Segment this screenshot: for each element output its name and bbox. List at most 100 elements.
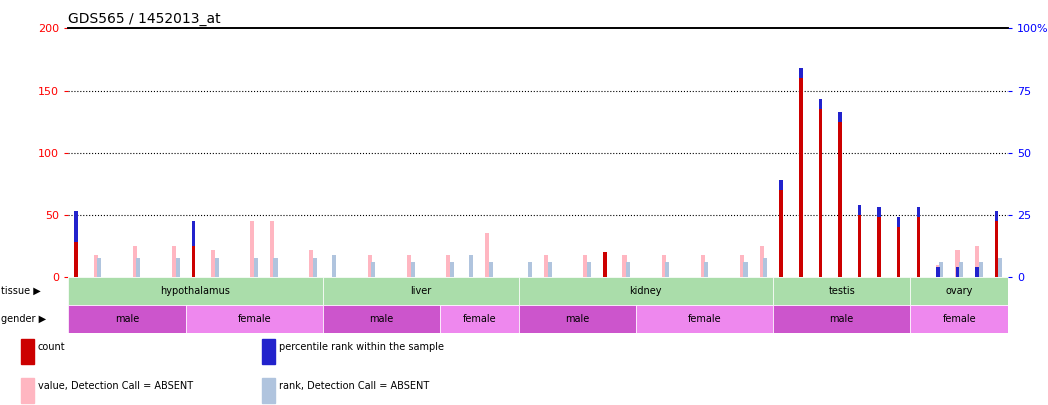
Bar — [312, 258, 316, 277]
Bar — [661, 255, 665, 277]
Bar — [323, 305, 440, 333]
Bar — [250, 221, 255, 277]
Bar — [21, 339, 34, 364]
Bar — [274, 258, 278, 277]
Bar — [780, 180, 783, 190]
Text: gender ▶: gender ▶ — [1, 314, 46, 324]
Bar — [939, 262, 943, 277]
Bar — [704, 262, 708, 277]
Bar — [897, 217, 900, 227]
Bar — [548, 262, 551, 277]
Bar — [185, 305, 323, 333]
Bar — [262, 377, 275, 403]
Bar — [976, 267, 979, 277]
Text: tissue ▶: tissue ▶ — [1, 286, 41, 296]
Text: testis: testis — [828, 286, 855, 296]
Bar — [877, 217, 881, 277]
Bar — [323, 277, 519, 305]
Bar — [701, 255, 705, 277]
Text: percentile rank within the sample: percentile rank within the sample — [279, 342, 443, 352]
Text: rank, Detection Call = ABSENT: rank, Detection Call = ABSENT — [279, 381, 429, 391]
Text: female: female — [237, 314, 271, 324]
Bar — [995, 221, 999, 277]
Text: male: male — [565, 314, 589, 324]
Bar — [262, 339, 275, 364]
Bar — [133, 246, 137, 277]
Bar — [528, 262, 532, 277]
Bar — [176, 258, 179, 277]
Text: male: male — [830, 314, 854, 324]
Bar — [740, 255, 744, 277]
Bar — [440, 305, 519, 333]
Bar — [74, 242, 78, 277]
Bar — [877, 207, 881, 217]
Text: hypothalamus: hypothalamus — [160, 286, 231, 296]
Bar — [411, 262, 415, 277]
Bar — [838, 122, 842, 277]
Bar — [773, 277, 911, 305]
Bar — [192, 246, 195, 277]
Bar — [309, 249, 313, 277]
Bar — [763, 258, 767, 277]
Bar — [136, 258, 140, 277]
Bar — [956, 249, 960, 277]
Bar — [636, 305, 773, 333]
Text: kidney: kidney — [630, 286, 662, 296]
Bar — [215, 258, 219, 277]
Bar — [857, 205, 861, 215]
Bar — [799, 78, 803, 277]
Bar — [975, 246, 979, 277]
Bar — [489, 262, 493, 277]
Bar — [270, 221, 274, 277]
Bar — [818, 109, 822, 277]
Bar — [780, 190, 783, 277]
Bar — [665, 262, 670, 277]
Bar — [857, 215, 861, 277]
Bar — [799, 68, 803, 78]
Text: ovary: ovary — [945, 286, 973, 296]
Bar — [911, 277, 1008, 305]
Bar — [587, 262, 591, 277]
Bar — [407, 255, 411, 277]
Bar — [838, 112, 842, 122]
Bar — [74, 211, 78, 242]
Text: female: female — [687, 314, 721, 324]
Bar — [446, 255, 451, 277]
Bar — [371, 262, 375, 277]
Bar — [68, 305, 185, 333]
Bar — [995, 211, 999, 221]
Bar — [485, 234, 489, 277]
Bar — [956, 267, 959, 277]
Bar — [760, 246, 764, 277]
Text: liver: liver — [410, 286, 432, 296]
Bar — [959, 262, 963, 277]
Bar — [584, 255, 587, 277]
Bar — [68, 277, 323, 305]
Bar — [254, 258, 258, 277]
Bar — [450, 262, 454, 277]
Bar — [332, 255, 336, 277]
Text: male: male — [369, 314, 394, 324]
Bar — [21, 377, 34, 403]
Bar — [917, 207, 920, 217]
Bar — [192, 221, 195, 246]
Bar — [979, 262, 983, 277]
Bar — [544, 255, 548, 277]
Bar — [604, 252, 607, 277]
Text: value, Detection Call = ABSENT: value, Detection Call = ABSENT — [38, 381, 193, 391]
Bar — [936, 264, 940, 277]
Bar — [897, 227, 900, 277]
Bar — [368, 255, 372, 277]
Bar — [519, 277, 773, 305]
Text: female: female — [942, 314, 976, 324]
Bar — [93, 255, 97, 277]
Bar — [172, 246, 176, 277]
Bar — [519, 305, 636, 333]
Bar — [911, 305, 1008, 333]
Bar — [470, 255, 474, 277]
Bar — [818, 99, 822, 109]
Bar — [773, 305, 911, 333]
Bar — [626, 262, 630, 277]
Text: count: count — [38, 342, 65, 352]
Bar — [998, 258, 1002, 277]
